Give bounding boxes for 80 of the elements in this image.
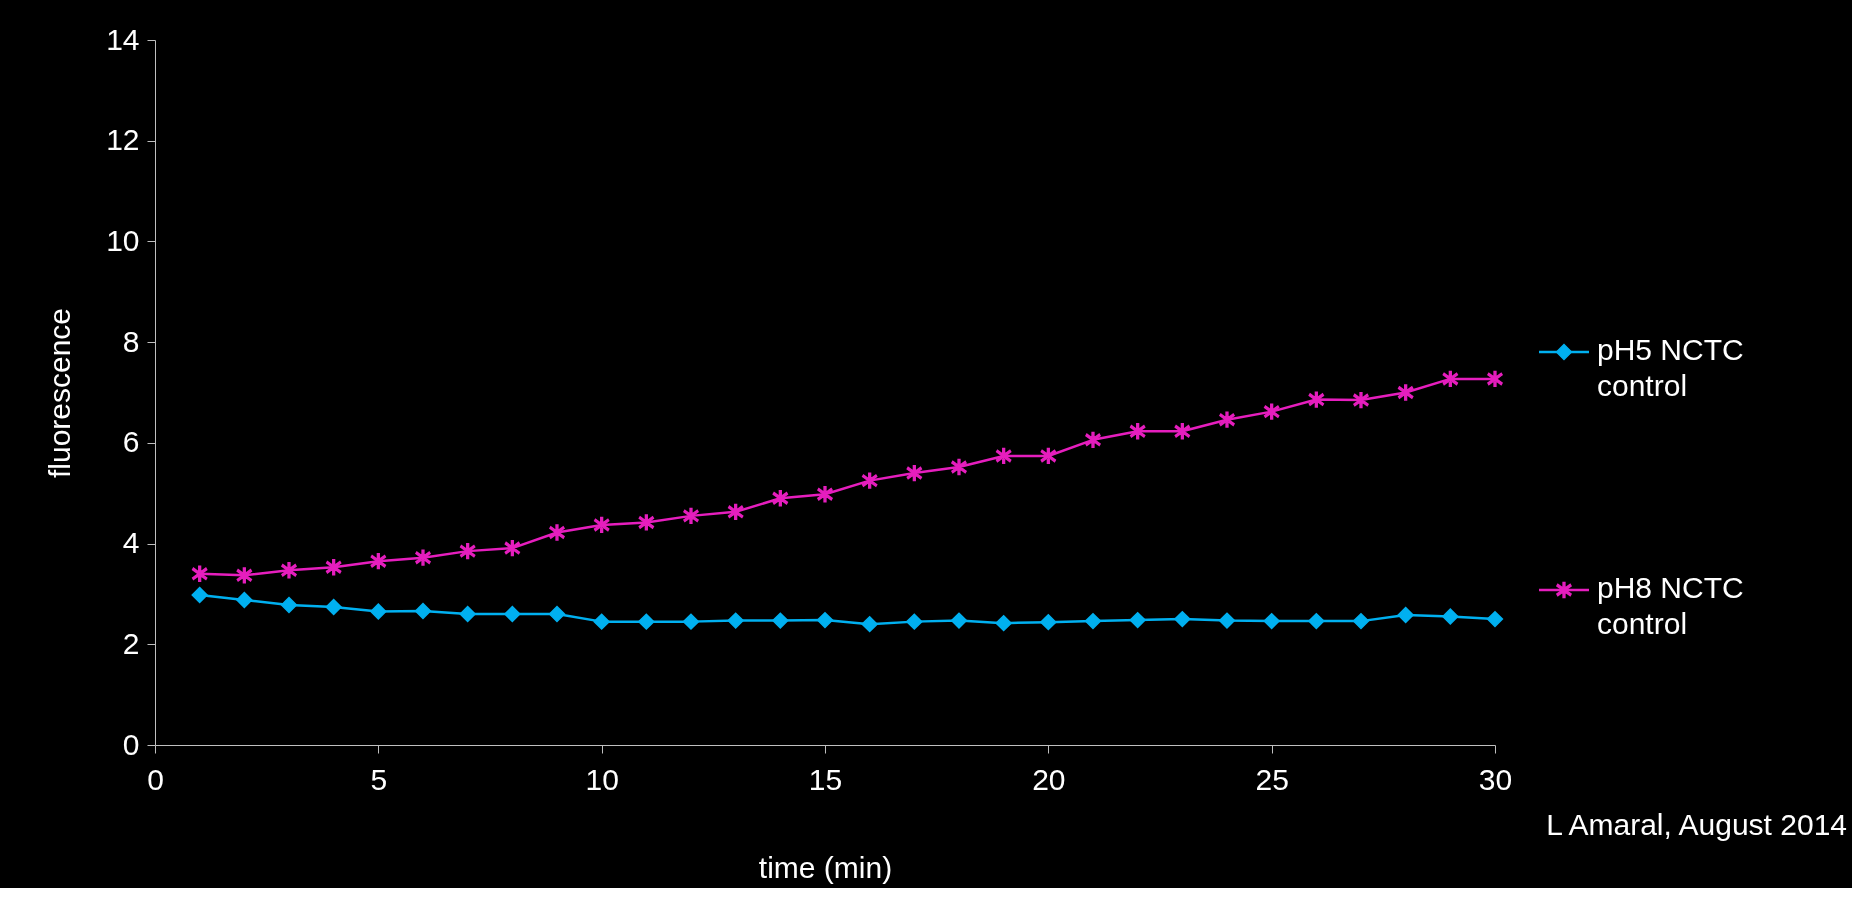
y-tick-label: 12 (106, 123, 140, 157)
point (683, 507, 699, 525)
point (772, 612, 789, 629)
point (906, 613, 923, 630)
point (504, 539, 521, 557)
point (459, 542, 476, 560)
point (1263, 403, 1280, 420)
y-tick-label: 10 (106, 223, 140, 257)
x-axis-title: time (min) (758, 850, 893, 884)
point (1040, 613, 1057, 631)
x-tick-label: 15 (808, 762, 843, 796)
legend-label: pH8 NCTC control (1597, 571, 1744, 640)
y-tick-label: 2 (122, 626, 140, 660)
x-tick-label: 20 (1032, 762, 1066, 796)
point (593, 613, 610, 630)
point (1084, 612, 1102, 630)
point (1174, 610, 1191, 628)
point (191, 565, 208, 582)
x-tick-label: 25 (1255, 762, 1289, 796)
point (861, 615, 878, 633)
point (1308, 391, 1325, 408)
point (1218, 612, 1236, 629)
y-tick-label: 6 (122, 425, 140, 459)
point (1442, 608, 1459, 625)
point (1486, 610, 1504, 628)
point (638, 613, 655, 630)
point (861, 472, 878, 489)
point (1442, 370, 1459, 388)
point (325, 598, 342, 616)
y-axis-title: fluorescence (43, 307, 77, 479)
x-tick-label: 30 (1478, 762, 1513, 796)
point (1174, 423, 1191, 440)
point (280, 596, 298, 614)
point (236, 591, 253, 609)
point (727, 612, 744, 629)
point (995, 447, 1012, 465)
point (593, 516, 610, 534)
point (548, 605, 566, 623)
x-tick-label: 0 (147, 762, 164, 796)
x-tick-label: 10 (585, 762, 619, 796)
point (370, 553, 387, 570)
point (682, 613, 700, 630)
point (951, 458, 967, 476)
y-tick-label: 14 (106, 22, 140, 56)
y-tick-label: 8 (122, 324, 140, 358)
point (816, 611, 834, 629)
point (1308, 612, 1325, 630)
point (281, 562, 297, 579)
point (950, 612, 968, 629)
point (906, 464, 923, 482)
point (1040, 447, 1057, 465)
point (1397, 606, 1414, 624)
point (638, 514, 655, 531)
point (1397, 384, 1414, 401)
y-tick-label: 0 (122, 727, 140, 761)
point (817, 486, 833, 503)
point (504, 605, 521, 623)
point (1129, 423, 1146, 440)
point (1353, 391, 1369, 409)
point (325, 559, 342, 576)
point (727, 503, 744, 521)
x-tick-label: 5 (370, 762, 388, 796)
point (459, 605, 476, 623)
point (1219, 411, 1235, 428)
legend-label: pH5 NCTC control (1597, 333, 1744, 402)
point (1085, 431, 1101, 448)
point (1352, 612, 1370, 630)
point (191, 586, 208, 604)
point (995, 614, 1012, 632)
point (549, 524, 565, 541)
text: L Amaral, August 2014 (1546, 808, 1847, 841)
point (772, 490, 789, 507)
point (1487, 370, 1503, 388)
point (414, 602, 432, 620)
point (370, 603, 387, 620)
point (236, 567, 253, 584)
point (1263, 612, 1280, 630)
point (1129, 611, 1146, 629)
y-tick-label: 4 (122, 526, 140, 560)
point (415, 549, 431, 566)
